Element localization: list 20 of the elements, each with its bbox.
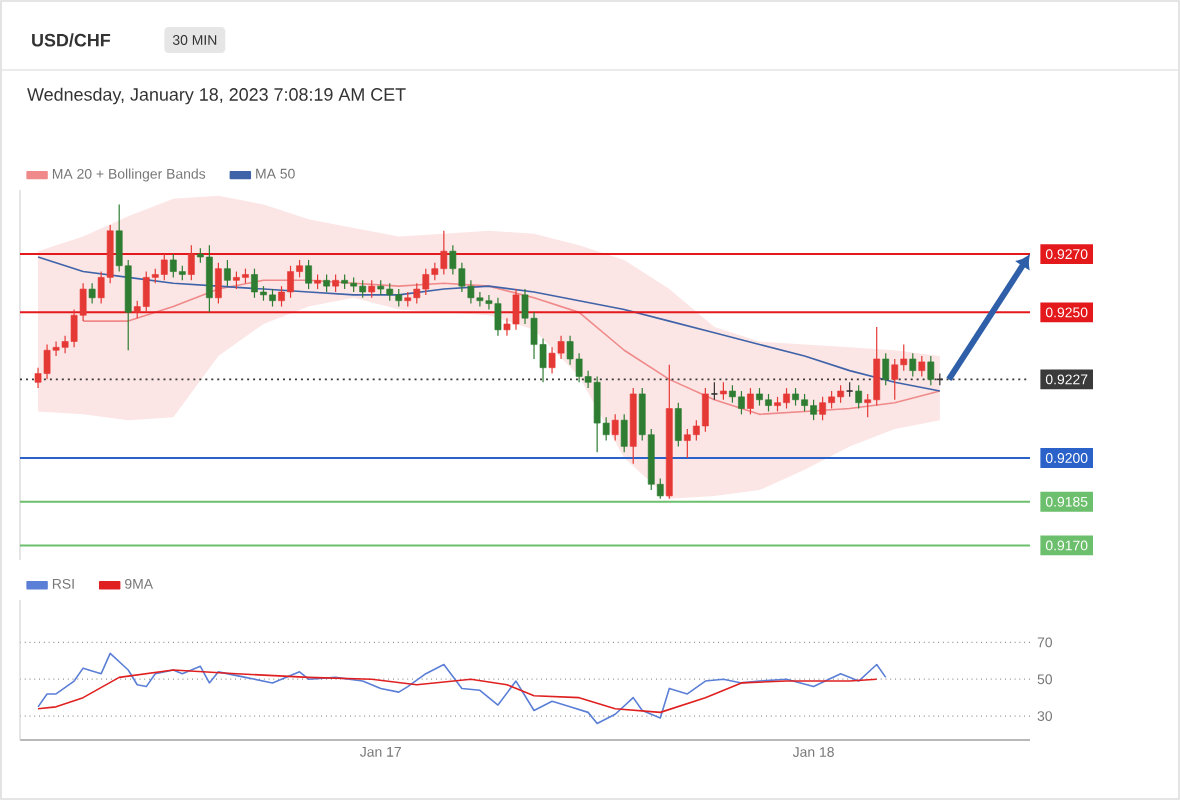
candlestick [224, 259, 231, 287]
candlestick [918, 355, 926, 378]
chart-title: USD/CHF [32, 33, 111, 47]
candlestick [747, 387, 754, 415]
candlestick [88, 282, 96, 305]
candlestick [855, 384, 863, 410]
text: Wednesday, January 18, 2023 7:08:19 AM CET [27, 87, 406, 105]
candlestick [611, 413, 619, 442]
candlestick [927, 355, 935, 386]
candlestick [215, 262, 222, 305]
candlestick [620, 413, 628, 453]
candlestick [187, 244, 195, 281]
line-series [37, 669, 878, 714]
candlestick [305, 259, 312, 290]
candlestick [160, 253, 168, 281]
candlestick [891, 358, 899, 401]
line-series [37, 652, 887, 725]
candlestick [882, 352, 890, 386]
candlestick [909, 352, 917, 378]
candlestick [674, 402, 682, 447]
